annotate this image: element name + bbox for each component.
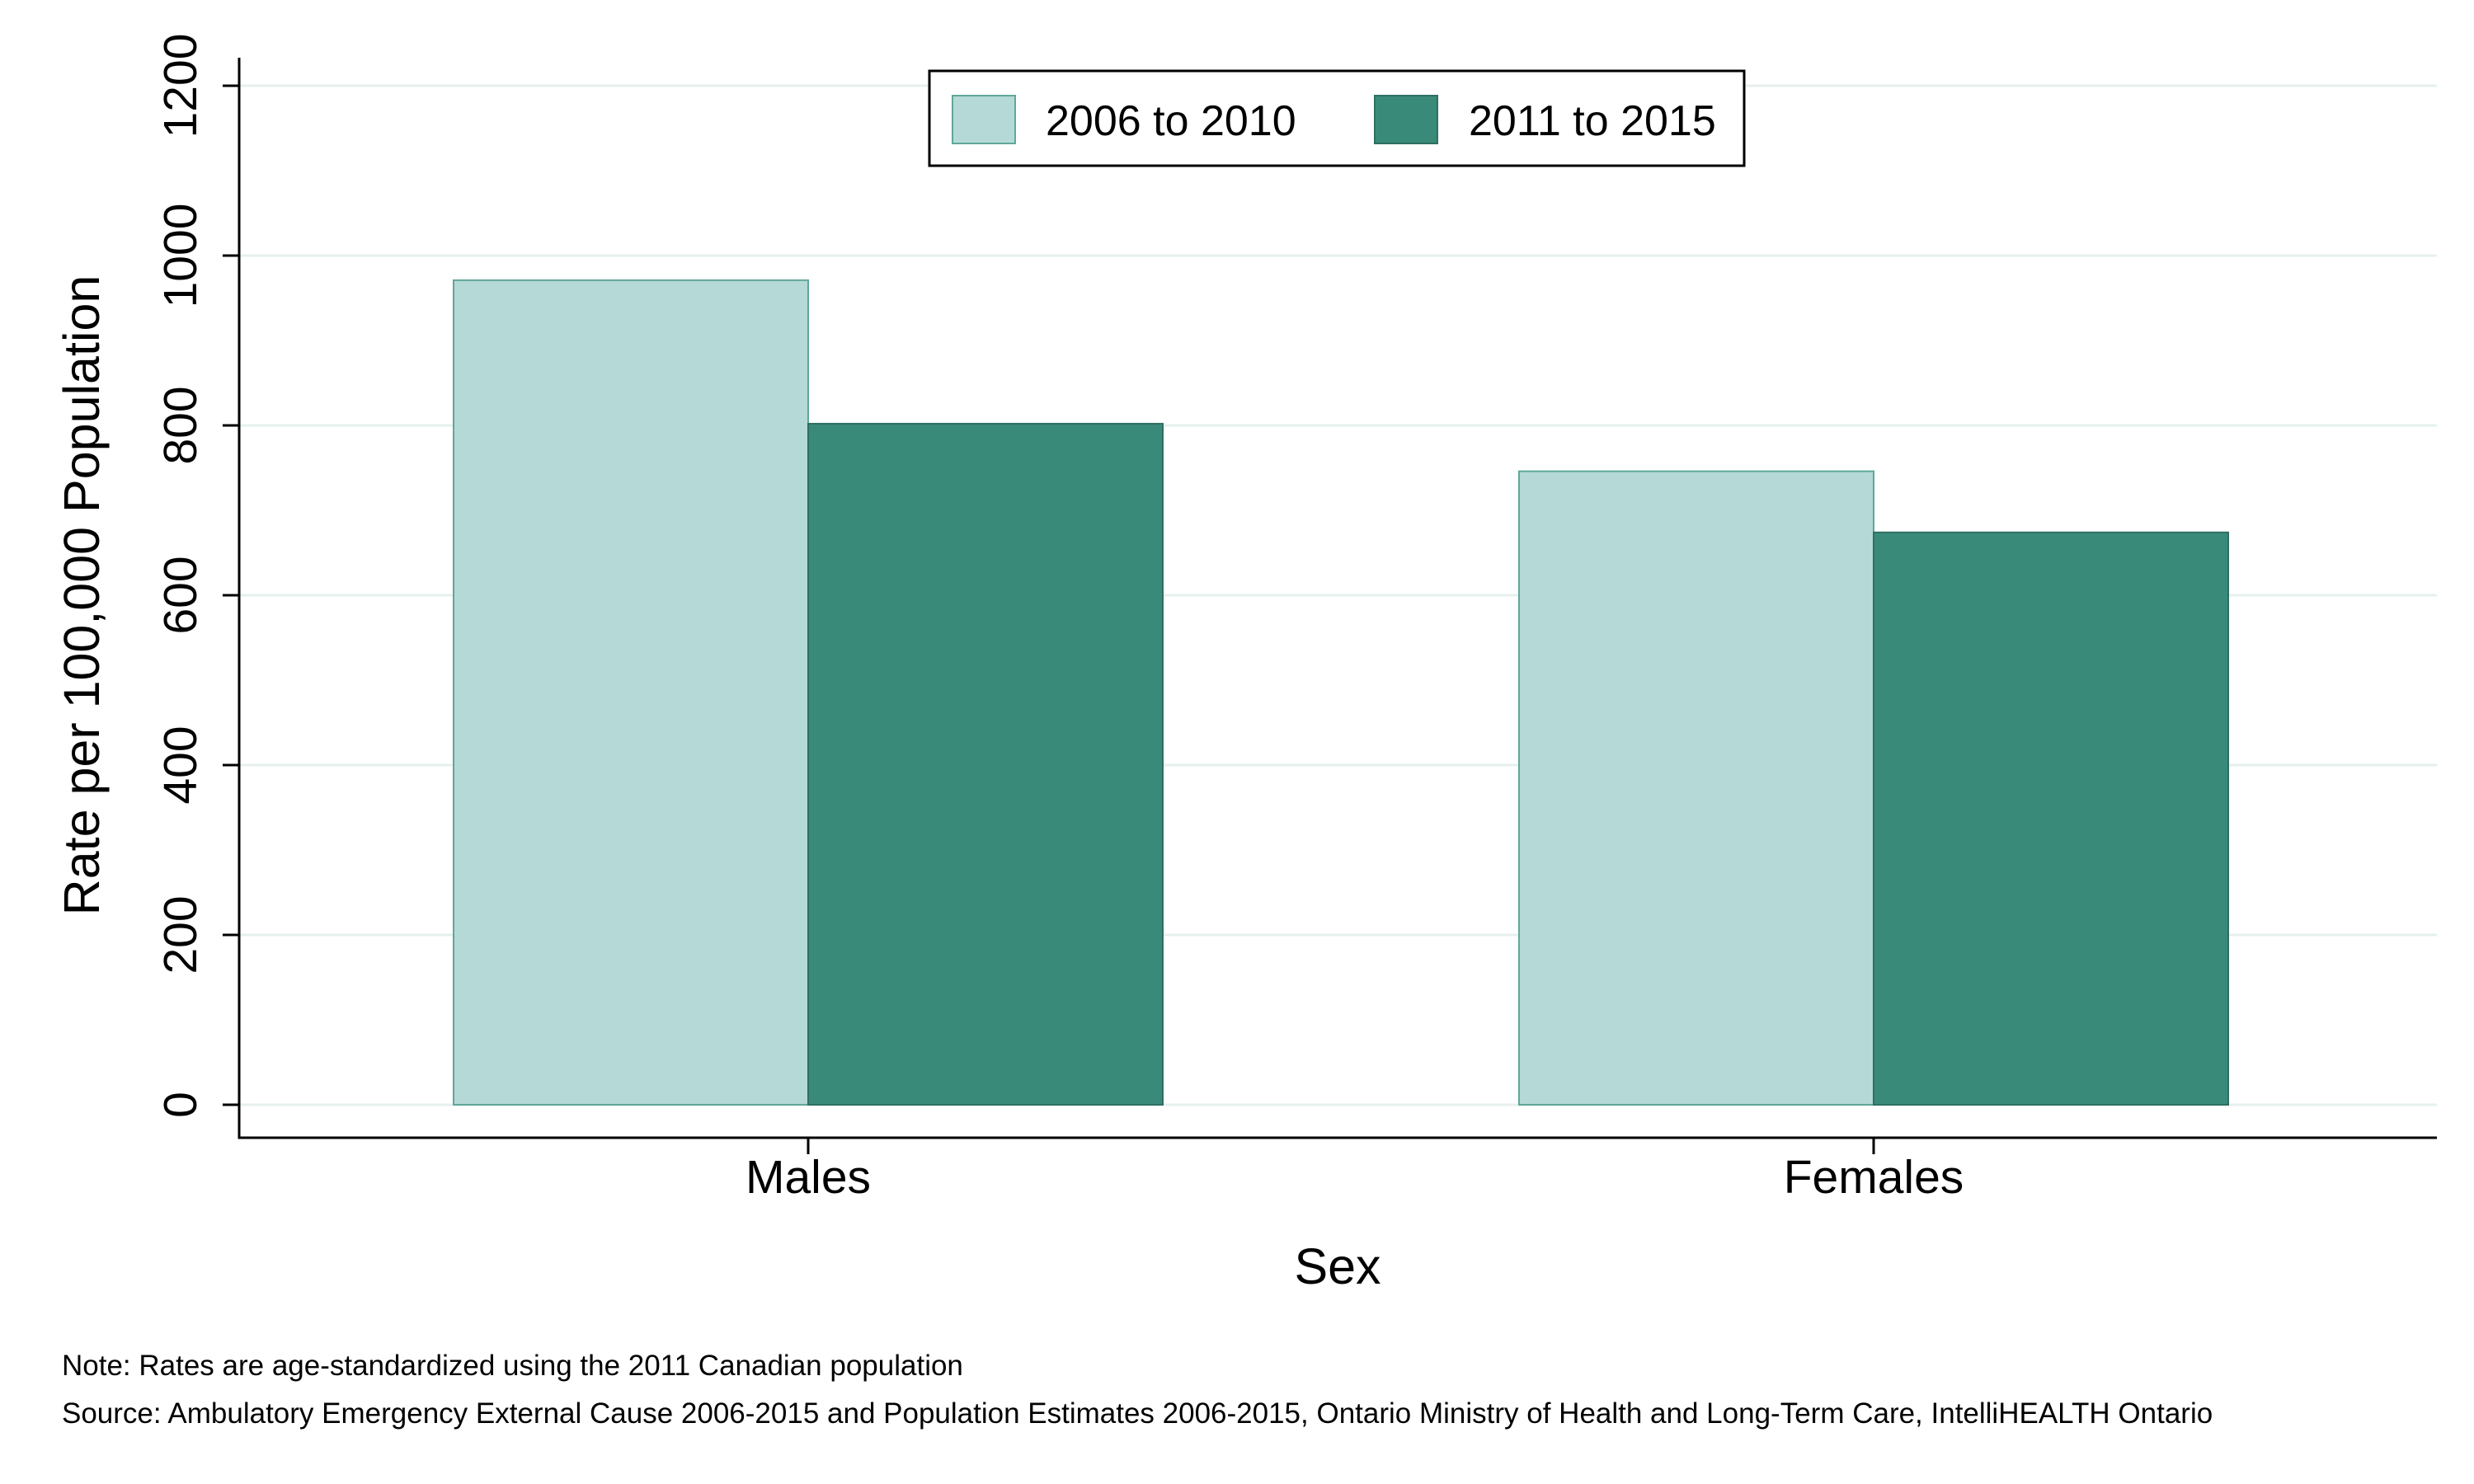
y-tick-label: 200 [154,895,207,974]
legend: 2006 to 2010 2011 to 2015 [928,69,1746,167]
y-axis-title: Rate per 100,000 Population [54,275,110,916]
legend-label: 2011 to 2015 [1469,97,1716,145]
axes [223,58,2437,1154]
legend-swatch [952,95,1016,144]
bar-females-series-2 [1873,531,2229,1106]
x-tick-labels: Males Females [745,1151,1964,1204]
y-tick-label: 1200 [154,34,207,139]
bar-females-series-1 [1518,470,1874,1106]
bar-males-series-2 [807,422,1164,1106]
x-tick-label: Males [745,1151,871,1204]
y-tick-label: 400 [154,726,207,804]
y-tick-label: 0 [154,1092,207,1118]
source-text: Source: Ambulatory Emergency External Ca… [62,1397,2213,1430]
note-text: Note: Rates are age-standardized using t… [62,1350,963,1382]
bar-males-series-1 [453,279,809,1106]
y-tick-label: 600 [154,556,207,634]
y-tick-label: 800 [154,386,207,464]
x-tick-label: Females [1784,1151,1964,1204]
x-axis-title: Sex [1294,1238,1380,1294]
legend-box [928,69,1746,167]
legend-label: 2006 to 2010 [1046,97,1296,145]
y-tick-label: 1000 [154,204,207,308]
bars [453,279,2229,1106]
y-tick-labels: 0 200 400 600 800 1000 1200 [154,34,207,1118]
legend-swatch [1374,95,1438,144]
